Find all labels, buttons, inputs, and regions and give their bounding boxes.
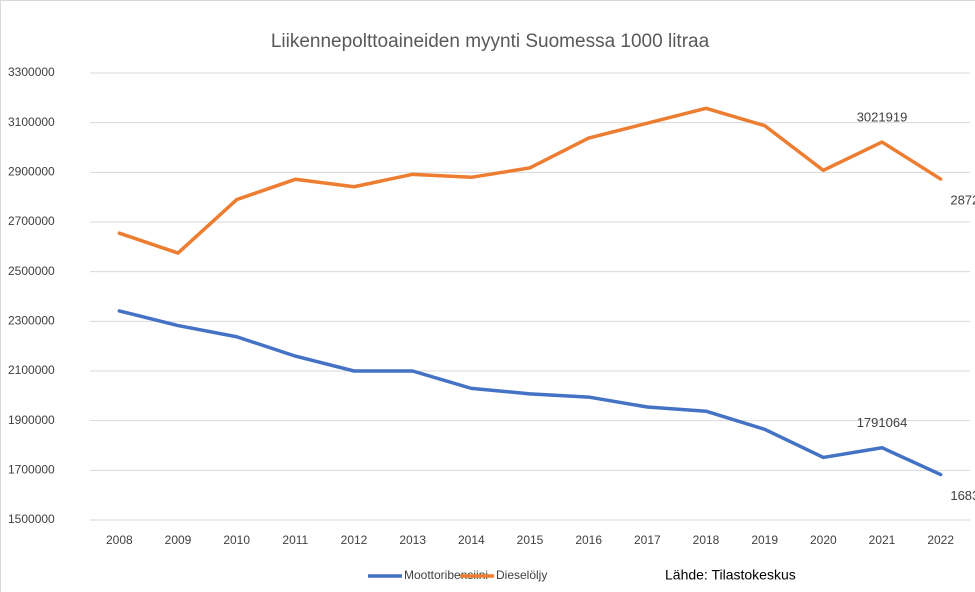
line-series (117, 309, 943, 477)
x-tick-label: 2010 (223, 533, 250, 547)
x-tick-label: 2013 (399, 533, 426, 547)
legend-label: Moottoribensiini (404, 568, 488, 582)
legend-label: Dieselöljy (496, 568, 547, 582)
source: Lähde: Tilastokeskus (665, 567, 796, 583)
x-tick-label: 2014 (458, 533, 485, 547)
y-tick-label: 1700000 (8, 463, 55, 477)
y-tick-label: 2100000 (8, 363, 55, 377)
y-tick-label: 2300000 (8, 314, 55, 328)
y-tick-label: 1900000 (8, 413, 55, 427)
data-label: 1683077 (950, 488, 975, 503)
y-tick-label: 2900000 (8, 165, 55, 179)
y-tick-label: 1500000 (8, 512, 55, 526)
y-tick-label: 2700000 (8, 214, 55, 228)
line-series (117, 106, 943, 255)
data-label: 2872867 (950, 193, 975, 208)
x-tick-label: 2017 (634, 533, 661, 547)
x-tick-label: 2015 (517, 533, 544, 547)
x-tick-label: 2008 (106, 533, 133, 547)
x-tick-label: 2012 (341, 533, 368, 547)
x-tick-label: 2021 (869, 533, 896, 547)
x-tick-label: 2020 (810, 533, 837, 547)
y-tick-label: 3100000 (8, 115, 55, 129)
x-tick-label: 2022 (927, 533, 954, 547)
y-tick-label: 2500000 (8, 264, 55, 278)
data-label: 3021919 (857, 109, 908, 124)
x-tick-label: 2016 (575, 533, 602, 547)
x-tick-label: 2011 (282, 533, 308, 547)
data-label: 1791064 (857, 415, 908, 430)
chart-title: Liikennepolttoaineiden myynti Suomessa 1… (271, 31, 710, 52)
x-tick-label: 2018 (693, 533, 720, 547)
x-tick-label: 2019 (751, 533, 778, 547)
x-tick-label: 2009 (165, 533, 192, 547)
y-tick-label: 3300000 (8, 65, 55, 79)
